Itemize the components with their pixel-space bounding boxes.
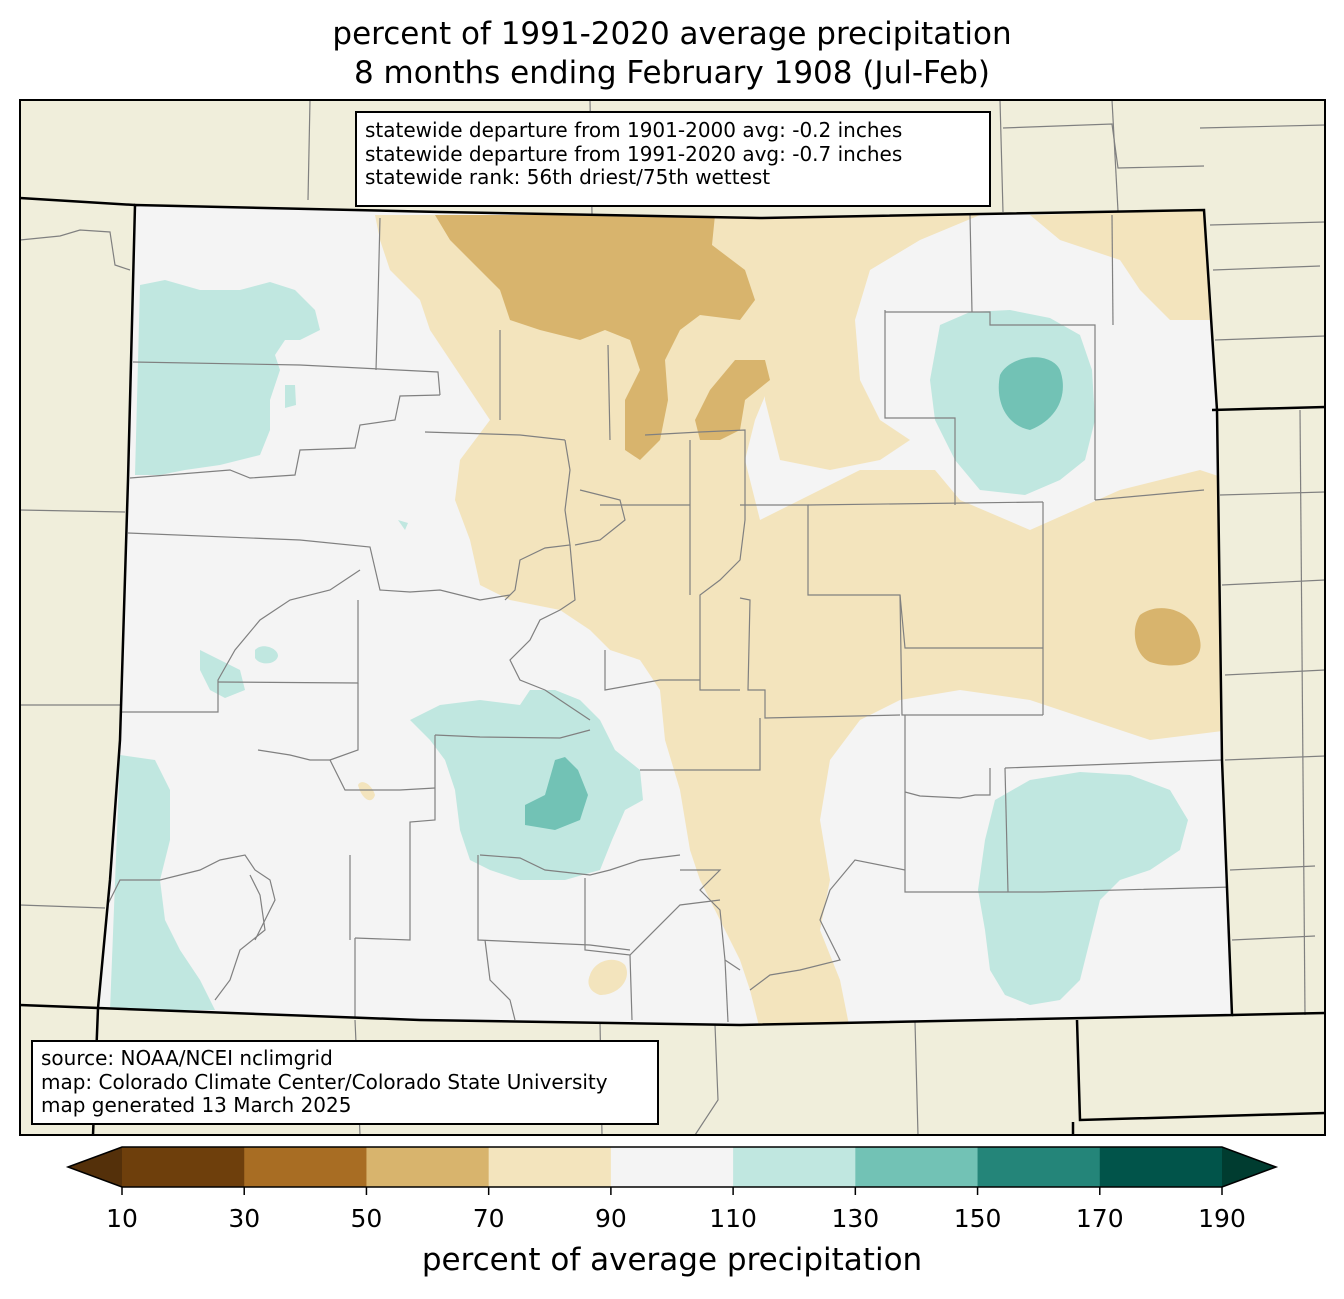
- map-title-line2: 8 months ending February 1908 (Jul-Feb): [353, 55, 990, 91]
- colorbar-tick-label: 150: [953, 1204, 1002, 1233]
- wet-130-150-san-juans: [525, 757, 588, 830]
- dry-50-70-front-range: [695, 360, 770, 440]
- colorbar-bin-130-150: [855, 1147, 979, 1187]
- colorbar-tick-label: 50: [350, 1204, 383, 1233]
- stats-departure-1991-2020: statewide departure from 1991-2020 avg: …: [365, 141, 903, 166]
- colorbar-tick-label: 110: [709, 1204, 757, 1233]
- colorado-border: [96, 203, 1234, 1027]
- colorbar-bin-150-170: [977, 1147, 1101, 1187]
- colorbar-bin-70-90: [488, 1147, 612, 1187]
- colorbar-tick-label: 10: [106, 1204, 138, 1233]
- colorbar-bin-170-190: [1099, 1147, 1223, 1187]
- statewide-stats-box: statewide departure from 1901-2000 avg: …: [355, 111, 991, 207]
- wet-110-130-southwest-strip: [110, 755, 215, 1010]
- wet-110-130-nw-dot: [285, 385, 296, 408]
- colorbar-tick-label: 190: [1198, 1204, 1246, 1233]
- dry-50-70-southeast: [1134, 608, 1201, 666]
- source-box: source: NOAA/NCEI nclimgrid map: Colorad…: [31, 1040, 659, 1125]
- dry-70-90-sw-blob: [588, 959, 628, 995]
- colorbar-label: percent of average precipitation: [421, 1242, 923, 1278]
- dry-70-90-ne-corner: [1030, 210, 1210, 320]
- nm-ok-border: [1075, 1019, 1326, 1122]
- map-title-line1: percent of 1991-2020 average precipitati…: [332, 16, 1012, 52]
- colorbar-bin-50-70: [366, 1147, 490, 1187]
- source-data: source: NOAA/NCEI nclimgrid: [41, 1046, 333, 1070]
- wet-110-130-san-juans: [410, 690, 643, 880]
- colorbar-tick-label: 70: [472, 1204, 505, 1233]
- map-frame: [19, 99, 1326, 1136]
- dry-70-90-sw-speck: [358, 782, 375, 801]
- dry-70-90-north-east-lobe: [760, 215, 980, 470]
- wet-110-130-west: [200, 650, 245, 698]
- wet-110-130-northwest: [135, 280, 320, 475]
- colorbar: [65, 1146, 1279, 1195]
- source-map-credit: map: Colorado Climate Center/Colorado St…: [41, 1069, 608, 1094]
- colorbar-tick-label: 30: [228, 1204, 261, 1233]
- wet-110-130-southeast: [978, 772, 1188, 1005]
- state-borders: [19, 196, 1326, 1136]
- colorbar-under-arrow: [68, 1147, 122, 1187]
- dry-50-70-northern: [435, 215, 755, 460]
- colorbar-bin-10-30: [122, 1147, 245, 1187]
- colorbar-over-arrow: [1222, 1147, 1276, 1187]
- colorbar-bin-30-50: [244, 1147, 367, 1187]
- stats-departure-1901-2000: statewide departure from 1901-2000 avg: …: [365, 118, 903, 142]
- wyoming-utah-border: [19, 196, 136, 207]
- dry-70-90-north-central: [375, 215, 1230, 1025]
- source-generated-date: map generated 13 March 2025: [41, 1093, 352, 1117]
- colorbar-bin-110-130: [733, 1147, 856, 1187]
- wet-130-150-northeast: [998, 357, 1063, 430]
- colorado-county-lines: [104, 214, 1232, 1023]
- colorbar-bin-90-110: [610, 1147, 734, 1187]
- wet-110-130-nw-speck: [398, 520, 408, 530]
- stats-rank: statewide rank: 56th driest/75th wettest: [365, 165, 771, 189]
- wet-110-130-west-dot: [255, 646, 278, 664]
- colorbar-tick-label: 170: [1075, 1204, 1124, 1233]
- colorbar-tick-label: 90: [594, 1204, 627, 1233]
- nebraska-border: [1211, 405, 1326, 412]
- oklahoma-border: [1231, 1011, 1326, 1017]
- colorbar-tick-label: 130: [831, 1204, 880, 1233]
